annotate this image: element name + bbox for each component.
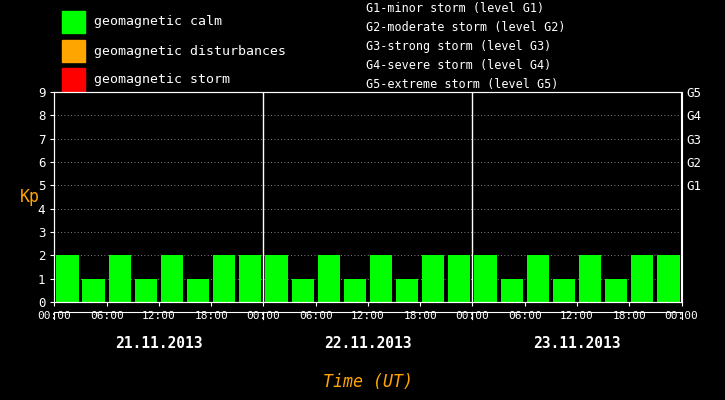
Bar [187, 279, 210, 302]
Text: 22.11.2013: 22.11.2013 [324, 336, 412, 351]
Bar [370, 255, 392, 302]
Text: 21.11.2013: 21.11.2013 [115, 336, 203, 351]
Text: geomagnetic calm: geomagnetic calm [94, 16, 223, 28]
Bar [109, 255, 130, 302]
Bar [631, 255, 653, 302]
Bar [239, 255, 262, 302]
Bar [62, 68, 85, 91]
Bar [658, 255, 679, 302]
Text: G5-extreme storm (level G5): G5-extreme storm (level G5) [366, 78, 558, 91]
Bar [474, 255, 497, 302]
Bar [83, 279, 104, 302]
Text: G4-severe storm (level G4): G4-severe storm (level G4) [366, 59, 552, 72]
Bar [552, 279, 575, 302]
Bar [57, 255, 78, 302]
Bar [265, 255, 288, 302]
Bar [344, 279, 366, 302]
Bar [213, 255, 236, 302]
Text: 23.11.2013: 23.11.2013 [533, 336, 621, 351]
Text: G3-strong storm (level G3): G3-strong storm (level G3) [366, 40, 552, 53]
Bar [161, 255, 183, 302]
Bar [579, 255, 601, 302]
Bar [62, 10, 85, 34]
Bar [605, 279, 627, 302]
Bar [291, 279, 314, 302]
Bar [396, 279, 418, 302]
Text: G2-moderate storm (level G2): G2-moderate storm (level G2) [366, 21, 566, 34]
Bar [526, 255, 549, 302]
Bar [318, 255, 340, 302]
Bar [500, 279, 523, 302]
Y-axis label: Kp: Kp [20, 188, 40, 206]
Text: geomagnetic disturbances: geomagnetic disturbances [94, 44, 286, 58]
Bar [422, 255, 444, 302]
Bar [135, 279, 157, 302]
Text: G1-minor storm (level G1): G1-minor storm (level G1) [366, 2, 544, 15]
Text: Time (UT): Time (UT) [323, 373, 413, 391]
Text: geomagnetic storm: geomagnetic storm [94, 73, 231, 86]
Bar [62, 40, 85, 62]
Bar [448, 255, 471, 302]
